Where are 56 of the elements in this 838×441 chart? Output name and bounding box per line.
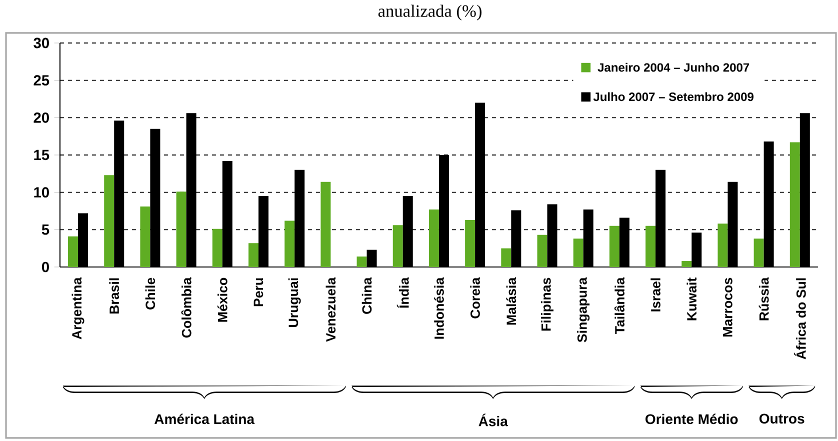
legend-label: Julho 2007 – Setembro 2009 — [593, 92, 754, 102]
x-tick-label: Tailândia — [614, 277, 624, 334]
x-tick-label: China — [362, 277, 372, 314]
y-tick-label: 10 — [34, 187, 49, 198]
x-tick-label: Venezuela — [326, 277, 336, 342]
x-tick-label: Uruguai — [288, 278, 301, 327]
bar — [248, 243, 258, 267]
x-tick-label: Chile — [145, 278, 156, 310]
bar — [428, 209, 439, 267]
text: Oriente Médio — [646, 414, 738, 424]
bar — [320, 182, 331, 267]
legend-label: Janeiro 2004 – Junho 2007 — [598, 62, 750, 72]
bar — [573, 238, 584, 267]
bar — [140, 206, 150, 267]
bar — [465, 220, 476, 267]
bar — [392, 225, 403, 267]
bar — [176, 192, 186, 267]
x-tick-label: Marrocos — [723, 278, 732, 337]
text: América Latina — [154, 414, 255, 424]
bar — [356, 256, 367, 267]
text: Outros — [759, 414, 804, 424]
y-tick-label: 25 — [34, 75, 50, 86]
x-tick-label: África do Sul — [794, 278, 806, 360]
bar — [284, 220, 295, 267]
y-tick-label: 5 — [42, 224, 50, 235]
x-tick-label: Coreia — [470, 277, 480, 318]
x-tick-label: Malásia — [506, 277, 516, 325]
x-tick-label: México — [217, 278, 228, 322]
y-tick-label: 15 — [34, 150, 50, 160]
x-tick-label: Indonésia — [434, 277, 444, 339]
x-tick-label: Filipinas — [541, 278, 554, 331]
y-tick-label: 0 — [42, 262, 49, 272]
x-tick-label: Israel — [650, 278, 660, 312]
bar — [754, 238, 764, 267]
bar — [646, 226, 656, 267]
bar — [104, 175, 114, 267]
x-tick-label: Colômbia — [181, 277, 192, 338]
bar — [501, 248, 512, 267]
y-tick-label: 20 — [34, 112, 49, 123]
bar — [682, 261, 692, 267]
x-tick-label: Índia — [396, 277, 409, 308]
x-tick-label: Brasil — [109, 278, 119, 314]
bar — [537, 234, 548, 267]
bar — [609, 226, 620, 267]
bar — [790, 142, 800, 267]
x-tick-label: Kuwait — [686, 278, 697, 320]
text: Ásia — [478, 414, 508, 426]
bar — [68, 236, 78, 267]
bar — [212, 228, 222, 267]
bar — [718, 224, 728, 267]
x-tick-label: Argentina — [72, 277, 84, 340]
x-tick-label: Peru — [254, 278, 264, 306]
y-tick-label: 30 — [34, 38, 49, 48]
x-tick-label: Singapura — [577, 277, 590, 342]
chart-title: anualizada (%) — [378, 4, 482, 20]
x-tick-label: Rússia — [758, 277, 769, 320]
